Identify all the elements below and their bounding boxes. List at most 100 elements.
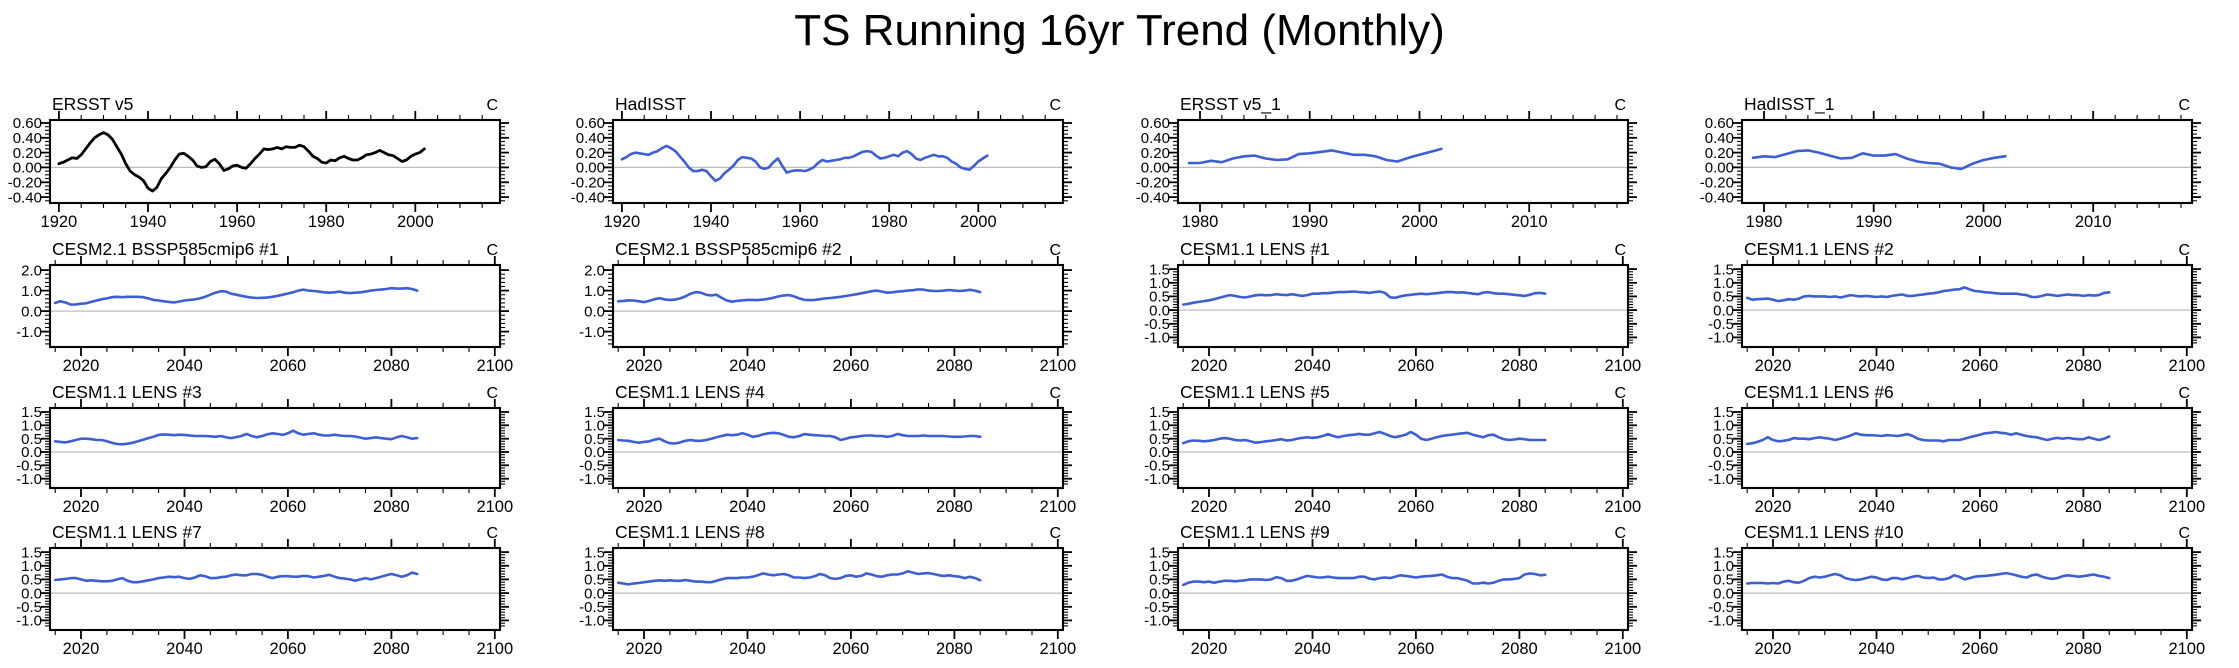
svg-text:2060: 2060	[1398, 357, 1435, 375]
axis-ticks	[1733, 256, 2201, 356]
svg-text:1.0: 1.0	[1149, 275, 1170, 292]
axis-ticks	[604, 256, 1072, 356]
svg-text:2.0: 2.0	[21, 262, 42, 279]
svg-text:-1.0: -1.0	[16, 471, 42, 488]
svg-text:0.00: 0.00	[576, 160, 605, 177]
svg-text:1.0: 1.0	[21, 283, 42, 300]
svg-text:2.0: 2.0	[584, 262, 605, 279]
svg-text:0.5: 0.5	[1149, 289, 1170, 306]
x-axis-labels: 2020 2040 2060 2080 2100	[1755, 498, 2206, 516]
svg-text:-0.20: -0.20	[1700, 175, 1734, 192]
svg-text:2040: 2040	[1858, 640, 1895, 658]
svg-text:2040: 2040	[1294, 357, 1331, 375]
y-axis-labels: 1.51.00.50.0-0.5-1.0	[16, 544, 42, 629]
y-axis-labels: 0.600.400.200.00-0.20-0.40	[8, 115, 42, 206]
svg-text:2080: 2080	[1501, 640, 1538, 658]
svg-text:1980: 1980	[1746, 213, 1783, 231]
axis-ticks	[604, 111, 1072, 212]
svg-text:2060: 2060	[1962, 498, 1999, 516]
y-axis-labels: 1.51.00.50.0-0.5-1.0	[16, 404, 42, 488]
svg-text:2060: 2060	[270, 498, 307, 516]
svg-text:2100: 2100	[2168, 640, 2205, 658]
svg-text:-0.20: -0.20	[571, 175, 605, 192]
svg-text:1.0: 1.0	[1149, 418, 1170, 435]
panel-title: ERSST v5_1	[1180, 94, 1281, 115]
plot-frame	[611, 406, 1065, 490]
svg-text:2100: 2100	[1039, 498, 1076, 516]
unit-label: C	[1614, 525, 1626, 542]
svg-text:2020: 2020	[63, 640, 100, 658]
svg-text:2020: 2020	[626, 640, 663, 658]
svg-text:1960: 1960	[219, 213, 256, 231]
svg-text:2060: 2060	[1962, 357, 1999, 375]
chart-panel: 1.5 1.0 0.5 0.0 -0.5 -1.0 2020 2040 2060 2080 2100…	[1128, 237, 1656, 380]
svg-text:1.5: 1.5	[584, 404, 605, 421]
axis-ticks	[1169, 256, 1637, 356]
x-axis-labels: 1980 1990 2000 2010	[1182, 213, 1548, 231]
unit-label: C	[2178, 242, 2190, 259]
svg-text:1.5: 1.5	[1713, 261, 1734, 278]
svg-text:0.60: 0.60	[1705, 115, 1734, 132]
svg-text:2060: 2060	[270, 640, 307, 658]
svg-text:2100: 2100	[1604, 640, 1641, 658]
svg-text:0.0: 0.0	[584, 585, 605, 602]
svg-text:2020: 2020	[626, 498, 663, 516]
svg-text:0.0: 0.0	[1713, 585, 1734, 602]
svg-text:0.0: 0.0	[584, 444, 605, 461]
panel-svg: 1.51.00.50.0-0.5-1.0 2020 2040 2060 2080 2100…	[16, 522, 514, 658]
panel-svg: 1.51.00.50.0-0.5-1.0 2020 2040 2060 2080 2100…	[16, 382, 513, 516]
svg-text:0.20: 0.20	[1141, 145, 1170, 162]
y-axis-labels: 2.0 1.0 0.0 -1.0	[579, 262, 605, 341]
svg-text:1960: 1960	[782, 213, 819, 231]
svg-text:-0.20: -0.20	[8, 175, 42, 192]
svg-text:0.5: 0.5	[1149, 572, 1170, 589]
chart-panel: 0.60 0.40 0.20 0.00 -0.20 -0.40 1980 1990 2000 20…	[1692, 92, 2220, 235]
unit-label: C	[1049, 385, 1061, 402]
unit-label: C	[1614, 385, 1626, 402]
svg-text:-0.40: -0.40	[1136, 189, 1170, 206]
svg-text:0.5: 0.5	[1713, 289, 1734, 306]
svg-text:1.0: 1.0	[1713, 418, 1734, 435]
svg-text:0.0: 0.0	[1149, 302, 1170, 319]
axis-ticks	[41, 539, 509, 639]
trend-line	[1745, 430, 2111, 446]
svg-text:-0.5: -0.5	[1708, 316, 1734, 333]
svg-text:1980: 1980	[308, 213, 345, 231]
svg-text:0.0: 0.0	[21, 444, 42, 461]
svg-text:2080: 2080	[373, 357, 410, 375]
svg-text:0.40: 0.40	[1705, 130, 1734, 147]
svg-text:1940: 1940	[130, 213, 167, 231]
axis-ticks	[1169, 399, 1637, 497]
trend-line	[1745, 286, 2111, 303]
y-axis-labels: 0.600.400.200.00-0.20-0.40	[571, 115, 605, 206]
svg-text:2080: 2080	[2065, 357, 2102, 375]
svg-text:-1.0: -1.0	[1708, 471, 1734, 488]
svg-text:0.5: 0.5	[584, 431, 605, 448]
svg-text:-1.0: -1.0	[1144, 471, 1170, 488]
trend-line	[1751, 149, 2007, 171]
svg-text:2020: 2020	[63, 498, 100, 516]
panel-svg: 1.51.00.50.0-0.5-1.0 2020 2040 2060 2080 2100…	[1708, 522, 2205, 658]
svg-text:2080: 2080	[936, 357, 973, 375]
axis-ticks	[1733, 399, 2201, 497]
svg-text:1.0: 1.0	[584, 418, 605, 435]
plot-frame	[48, 546, 502, 632]
x-axis-labels: 2020 2040 2060 2080 2100	[63, 640, 514, 658]
x-axis-labels: 2020 2040 2060 2080 2100	[1191, 357, 1642, 375]
svg-text:0.0: 0.0	[21, 303, 42, 320]
unit-label: C	[1614, 242, 1626, 259]
svg-text:0.5: 0.5	[21, 431, 42, 448]
trend-line	[53, 429, 419, 446]
y-axis-labels: 1.51.00.50.0-0.5-1.0	[579, 544, 605, 629]
svg-text:0.0: 0.0	[1713, 302, 1734, 319]
svg-text:2040: 2040	[166, 640, 203, 658]
x-axis-labels: 2020 2040 2060 2080 2100	[1191, 498, 1642, 516]
chart-panel: 1.5 1.0 0.5 0.0 -0.5 -1.0 2020 2040 2060 2080 2100…	[563, 380, 1091, 523]
trend-line	[616, 431, 982, 445]
y-axis-labels: 1.51.00.50.0-0.5-1.0	[1144, 544, 1170, 629]
svg-text:-0.5: -0.5	[16, 458, 42, 475]
panel-svg: 1.51.00.50.0-0.5-1.0 2020 2040 2060 2080 2100…	[1144, 382, 1642, 516]
svg-text:2010: 2010	[2075, 213, 2112, 231]
